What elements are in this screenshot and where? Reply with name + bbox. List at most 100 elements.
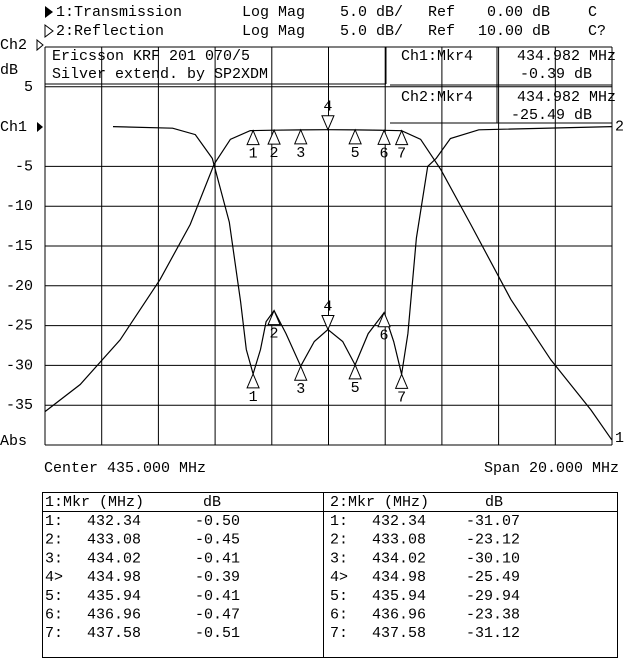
- marker: [348, 363, 362, 380]
- table-value: -0.47: [195, 606, 240, 623]
- channel-1-icon: [45, 6, 53, 18]
- table-freq: 436.96: [372, 606, 426, 623]
- table-value: -30.10: [466, 550, 520, 567]
- table-value: -0.50: [195, 513, 240, 530]
- table-freq: 432.34: [87, 513, 141, 530]
- table-value: -0.39: [195, 569, 240, 586]
- marker: [394, 129, 409, 146]
- marker: [246, 129, 260, 146]
- y-tick-label: -25: [6, 318, 33, 335]
- table-marker-id: 2:: [45, 532, 63, 549]
- table-freq: 433.08: [87, 532, 141, 549]
- y-tick-label: -5: [15, 158, 33, 175]
- table-freq: 433.08: [372, 532, 426, 549]
- table-freq: 436.96: [87, 606, 141, 623]
- marker: [246, 372, 260, 389]
- table-marker-id: 4>: [45, 569, 63, 586]
- table-header: dB: [485, 494, 503, 511]
- table-header: 1:Mkr (MHz): [45, 494, 144, 511]
- table-marker-id: 7:: [330, 625, 348, 642]
- table-marker-id: 5:: [330, 588, 348, 605]
- channel-ref: 0.00 dB: [487, 4, 550, 21]
- note: Silver extend. by SP2XDM: [52, 66, 268, 83]
- marker-label: 6: [380, 328, 389, 345]
- table-freq: 432.34: [372, 513, 426, 530]
- table-value: -23.38: [466, 606, 520, 623]
- marker-label: 1: [249, 389, 258, 406]
- table-marker-id: 6:: [45, 606, 63, 623]
- marker: [267, 128, 281, 145]
- table-freq: 434.02: [87, 550, 141, 567]
- y-tick-label: -35: [6, 397, 33, 414]
- marker: [293, 364, 308, 381]
- y-tick-label: -15: [6, 238, 33, 255]
- marker-label: 4: [323, 99, 332, 116]
- marker: [377, 129, 391, 145]
- marker-label: 6: [380, 145, 389, 162]
- channel-format: Log Mag: [242, 23, 305, 40]
- channel-scale: 5.0 dB/: [340, 4, 403, 21]
- trace-label: 1: [615, 430, 624, 447]
- ch1-ref-pointer: [37, 122, 43, 132]
- marker-label: 3: [296, 381, 305, 398]
- axis-channel-label: Ch2: [0, 37, 27, 54]
- marker-label: 4: [323, 298, 332, 315]
- marker-label: 5: [351, 145, 360, 162]
- axis-channel-label: Ch1: [0, 119, 27, 136]
- y-tick-label: 5: [24, 79, 33, 96]
- marker: [321, 115, 335, 131]
- y-tick-label: -20: [6, 278, 33, 295]
- table-marker-id: 3:: [330, 550, 348, 567]
- table-header: 2:Mkr (MHz): [330, 494, 429, 511]
- channel-2-icon: [44, 24, 54, 38]
- axis-unit-label: dB: [0, 62, 18, 79]
- table-freq: 434.98: [372, 569, 426, 586]
- y-tick-label: -10: [6, 198, 33, 215]
- table-value: -0.51: [195, 625, 240, 642]
- readout-freq: 434.982 MHz: [517, 48, 616, 65]
- readout-label: Ch2:Mkr4: [401, 89, 473, 106]
- table-marker-id: 7:: [45, 625, 63, 642]
- marker-label: 2: [270, 145, 279, 162]
- channel-name: 1:Transmission: [56, 4, 182, 21]
- marker: [267, 309, 281, 326]
- readout-freq: 434.982 MHz: [517, 89, 616, 106]
- table-value: -0.41: [195, 550, 240, 567]
- marker: [377, 311, 391, 328]
- readout-value: -25.49 dB: [511, 107, 592, 124]
- table-value: -25.49: [466, 569, 520, 586]
- table-freq: 434.98: [87, 569, 141, 586]
- readout-value: -0.39 dB: [520, 66, 592, 83]
- table-value: -31.07: [466, 513, 520, 530]
- marker-label: 7: [397, 146, 406, 163]
- table-freq: 435.94: [87, 588, 141, 605]
- table-freq: 435.94: [372, 588, 426, 605]
- table-marker-id: 5:: [45, 588, 63, 605]
- channel-format: Log Mag: [242, 4, 305, 21]
- marker-label: 5: [351, 380, 360, 397]
- ch2-ref-pointer: [36, 38, 44, 52]
- marker-label: 3: [296, 145, 305, 162]
- marker-table: [42, 492, 618, 658]
- table-value: -29.94: [466, 588, 520, 605]
- x-label-center: Center 435.000 MHz: [44, 460, 206, 477]
- table-marker-id: 1:: [45, 513, 63, 530]
- trace: [112, 126, 613, 377]
- trace-label: 2: [615, 119, 624, 136]
- table-marker-id: 6:: [330, 606, 348, 623]
- marker: [321, 315, 335, 331]
- table-freq: 437.58: [87, 625, 141, 642]
- table-header: dB: [203, 494, 221, 511]
- marker: [394, 373, 409, 389]
- table-marker-id: 1:: [330, 513, 348, 530]
- table-freq: 434.02: [372, 550, 426, 567]
- trace: [44, 129, 613, 441]
- x-label-span: Span 20.000 MHz: [484, 460, 619, 477]
- y-tick-label: -30: [6, 357, 33, 374]
- channel-status: C?: [588, 23, 606, 40]
- marker-label: 1: [249, 146, 258, 163]
- table-freq: 437.58: [372, 625, 426, 642]
